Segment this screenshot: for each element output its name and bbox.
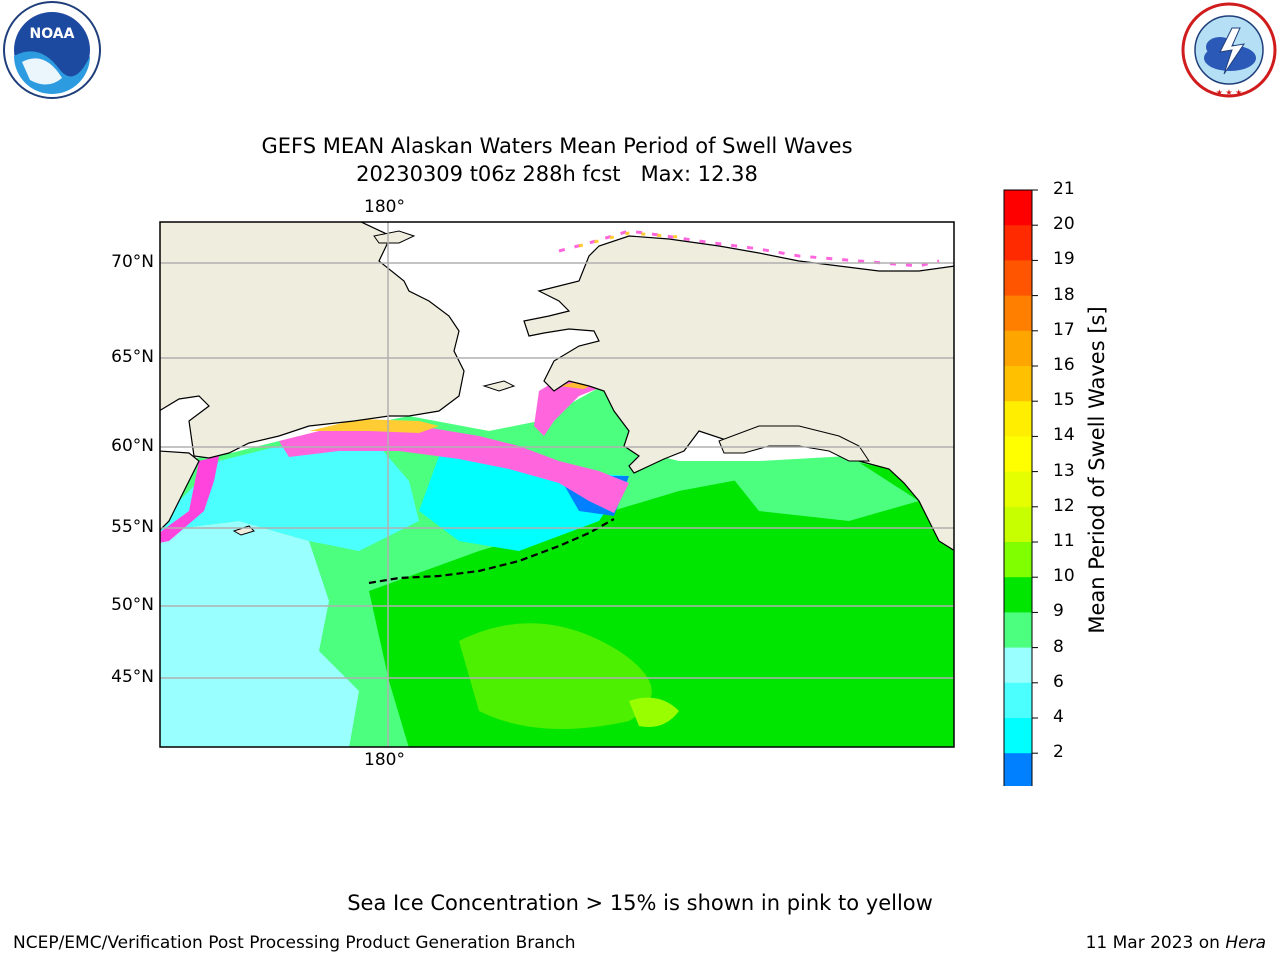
swell-region-west — [160, 521, 359, 747]
colorbar-segment — [1004, 436, 1032, 473]
sea-ice-edge-west — [160, 456, 219, 543]
colorbar-tick-label: 21 — [1053, 179, 1075, 199]
map-subtitle: 20230309 t06z 288h fcst Max: 12.38 — [356, 162, 758, 186]
sea-ice-arctic-coast-yellow — [578, 231, 680, 248]
sea-ice-note: Sea Ice Concentration > 15% is shown in … — [347, 891, 933, 915]
nws-logo: ★ ★ ★ — [1181, 2, 1277, 98]
colorbar-segment — [1004, 506, 1032, 543]
swell-region-west-cyan — [160, 446, 419, 551]
lat-label-65: 65°N — [111, 347, 154, 367]
colorbar-segment — [1004, 577, 1032, 613]
colorbar-tick-label: 9 — [1053, 601, 1064, 622]
colorbar-segment — [1004, 542, 1032, 578]
sea-ice-arctic-coast — [558, 229, 940, 268]
colorbar-segment — [1004, 718, 1032, 754]
colorbar-tick-label: 17 — [1053, 319, 1075, 340]
island-wrangel — [373, 230, 416, 244]
island-st-lawrence — [482, 380, 516, 392]
colorbar-segment — [1004, 190, 1032, 226]
map-panel — [159, 221, 955, 748]
colorbar-tick-label: 15 — [1053, 390, 1075, 411]
colorbar-segment — [1004, 682, 1032, 719]
sea-ice-edge-bering-yellow — [309, 419, 439, 433]
land-alaska-south-coast — [718, 425, 870, 462]
colorbar-segment — [1004, 225, 1032, 261]
land-kamchatka — [160, 450, 200, 531]
colorbar-tick-label: 13 — [1053, 460, 1075, 481]
svg-text:★ ★ ★: ★ ★ ★ — [1216, 88, 1243, 97]
swell-region-gulf — [719, 456, 919, 521]
noaa-logo-text: NOAA — [30, 26, 75, 42]
colorbar-segment — [1004, 401, 1032, 437]
map-graticule — [160, 222, 954, 747]
colorbar-segment — [1004, 471, 1032, 508]
lat-label-45: 45°N — [111, 667, 154, 687]
colorbar-segment — [1004, 260, 1032, 297]
swell-region-central-light — [459, 623, 652, 729]
footer-credit: NCEP/EMC/Verification Post Processing Pr… — [13, 933, 576, 953]
colorbar-tick-label: 11 — [1053, 531, 1075, 551]
footer-date-text: 11 Mar 2023 on — [1085, 933, 1226, 953]
map-title: GEFS MEAN Alaskan Waters Mean Period of … — [261, 134, 853, 158]
colorbar-segment — [1004, 753, 1032, 786]
lon-label-top: 180° — [364, 197, 405, 217]
sea-ice-edge-norton — [534, 376, 604, 436]
colorbar-tick-label: 14 — [1053, 425, 1075, 446]
colorbar-segment — [1004, 612, 1032, 649]
aleutian-islands — [368, 518, 615, 585]
colorbar-tick-label: 8 — [1053, 636, 1064, 657]
lat-label-60: 60°N — [111, 436, 154, 456]
colorbar-tick-label: 16 — [1053, 355, 1075, 375]
footer-machine: Hera — [1225, 933, 1266, 953]
colorbar-label: Mean Period of Swell Waves [s] — [1085, 306, 1109, 634]
lat-label-50: 50°N — [111, 595, 154, 615]
colorbar-segment — [1004, 366, 1032, 402]
colorbar — [1003, 189, 1038, 786]
colorbar-tick-label: 20 — [1053, 214, 1075, 235]
colorbar-segment — [1004, 295, 1032, 332]
colorbar-outline — [1003, 189, 1033, 786]
colorbar-tick-label: 12 — [1053, 495, 1075, 516]
sea-ice-edge-bering — [279, 421, 629, 513]
colorbar-tick-label: 19 — [1053, 249, 1075, 270]
lat-label-55: 55°N — [111, 517, 154, 537]
footer-date: 11 Mar 2023 on Hera — [1086, 933, 1266, 953]
swell-region-max — [629, 697, 679, 727]
colorbar-segment — [1004, 647, 1032, 684]
noaa-logo: NOAA — [3, 1, 101, 99]
colorbar-tick-label: 2 — [1053, 742, 1064, 763]
colorbar-tick-label: 10 — [1053, 566, 1075, 587]
colorbar-tick-label: 6 — [1053, 671, 1064, 692]
lon-label-bottom: 180° — [364, 750, 405, 770]
colorbar-tick-label: 18 — [1053, 284, 1075, 305]
lat-label-70: 70°N — [111, 252, 154, 272]
colorbar-segment — [1004, 330, 1032, 367]
colorbar-tick-label: 4 — [1053, 707, 1064, 727]
